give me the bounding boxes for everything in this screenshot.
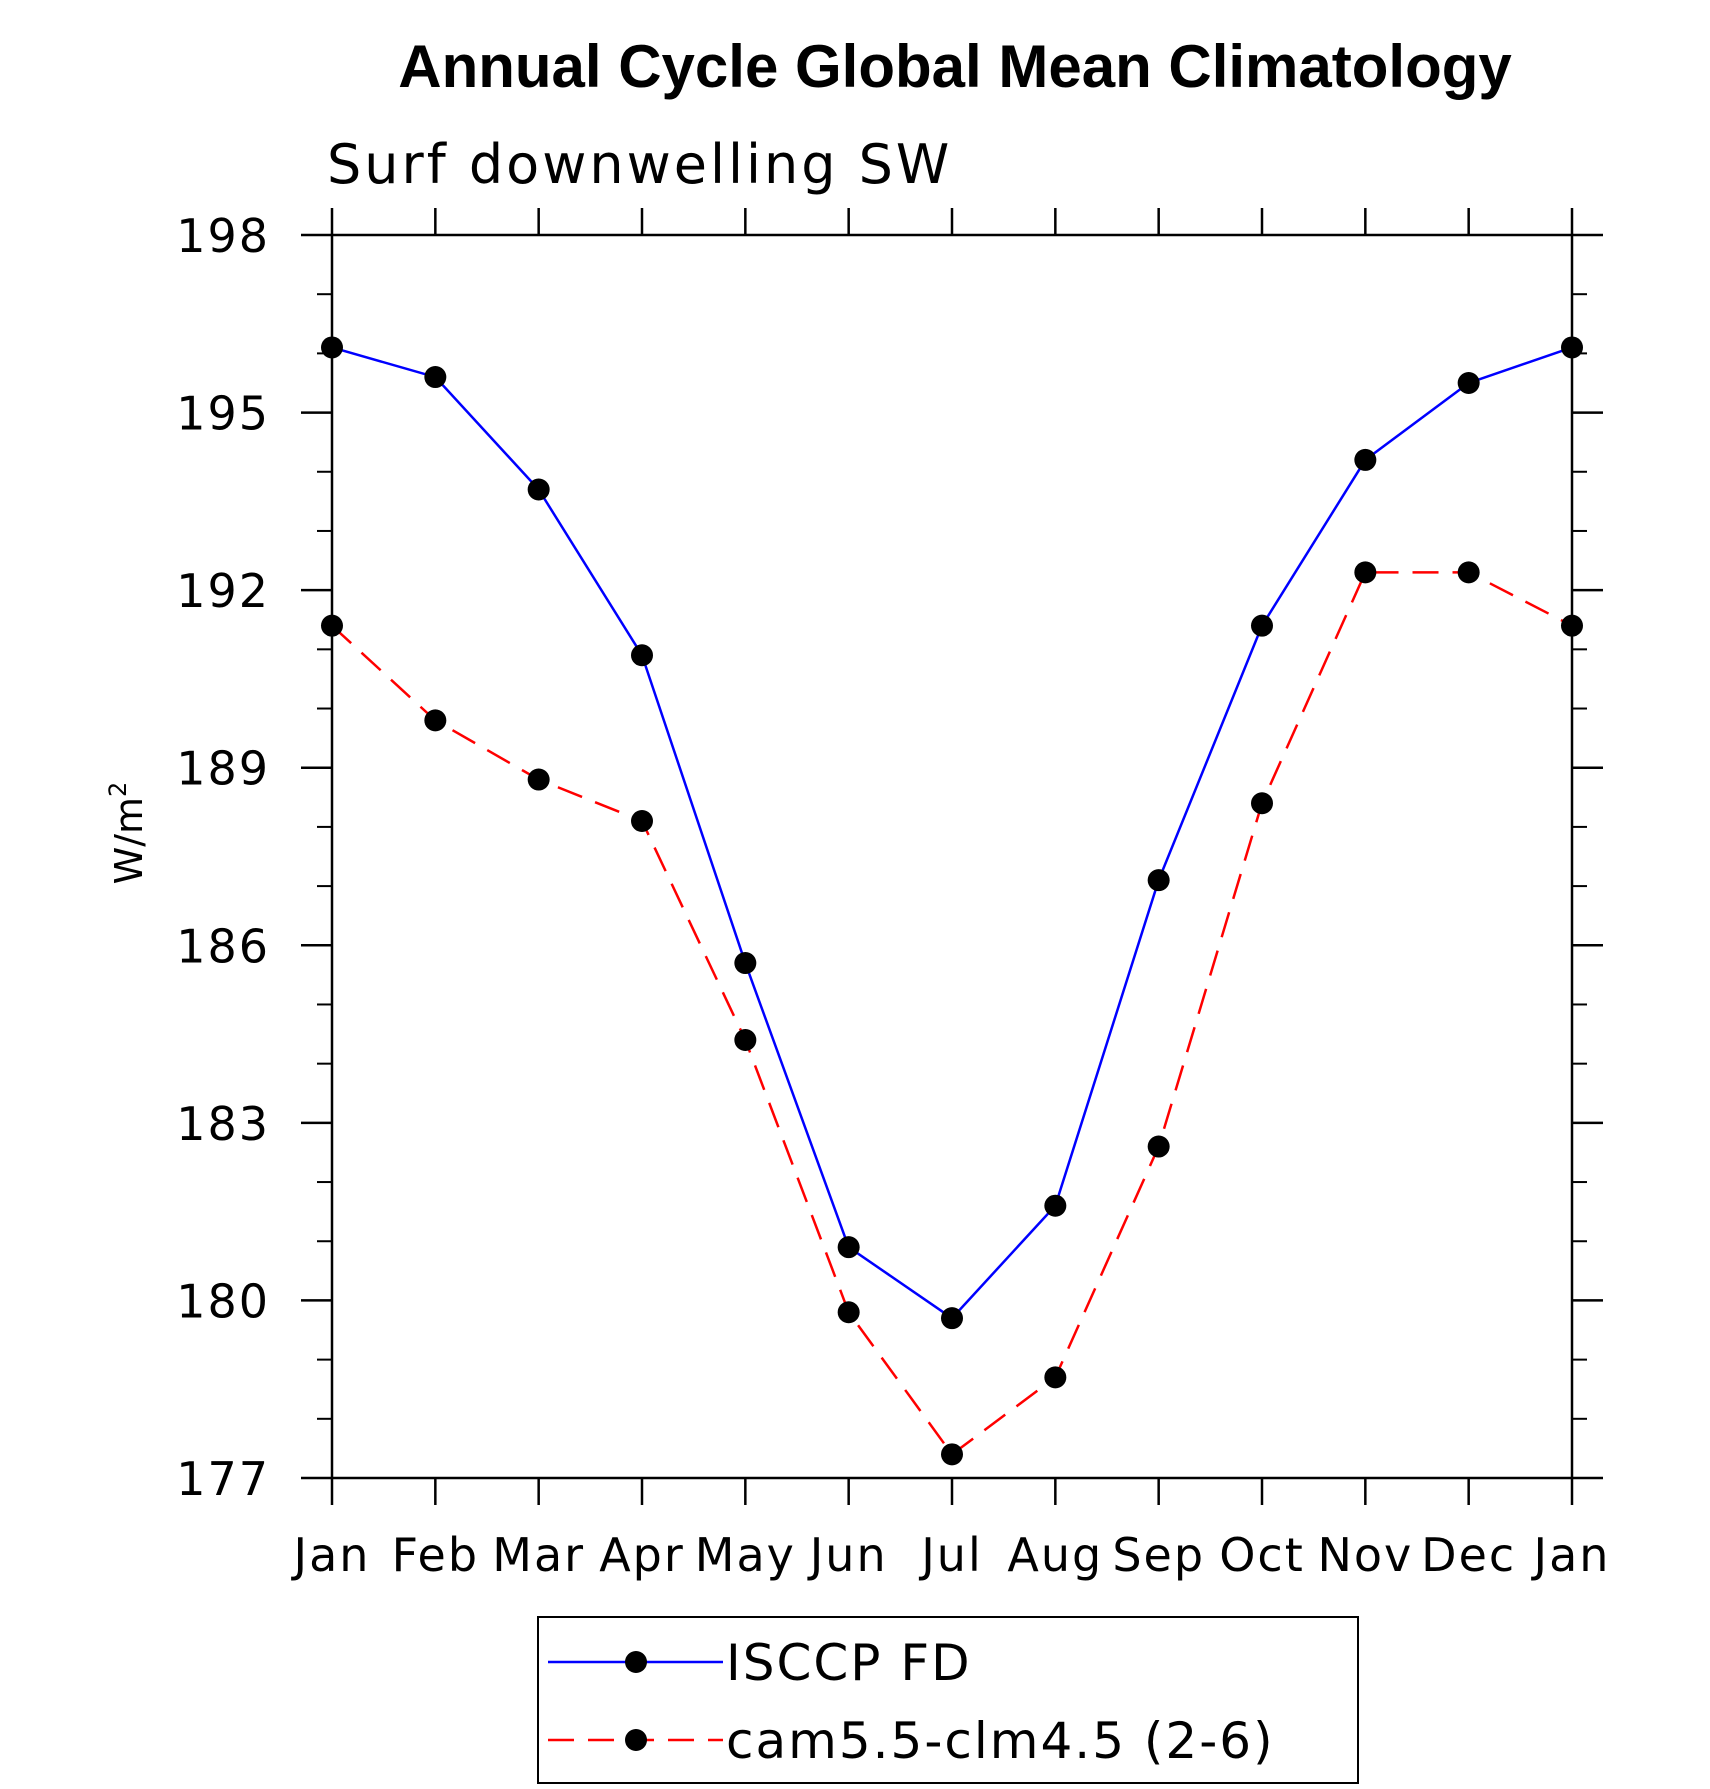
x-tick-label: Feb — [392, 1528, 479, 1582]
series-1-point — [631, 809, 653, 832]
y-tick-label: 183 — [176, 1097, 270, 1151]
x-tick-label: Jan — [1531, 1528, 1611, 1582]
svg-text:W/m2: W/m2 — [104, 782, 151, 885]
legend-box — [537, 1616, 1359, 1784]
legend-marker-isccp — [625, 1651, 647, 1673]
series-1-point — [941, 1443, 963, 1466]
series-0-point — [837, 1236, 860, 1259]
x-tick-label: Sep — [1112, 1528, 1205, 1582]
y-axis-label-text: W/m — [107, 797, 151, 884]
legend: ISCCP FD cam5.5-clm4.5 (2-6) — [537, 1616, 1359, 1784]
series-0-point — [1561, 336, 1583, 359]
chart-subtitle: Surf downwelling SW — [327, 133, 952, 196]
series-1-point — [1354, 561, 1377, 584]
series-0-point — [527, 478, 550, 501]
y-tick-label: 189 — [176, 742, 270, 796]
series-0-point — [734, 952, 757, 975]
y-axis-label-superscript: 2 — [104, 782, 132, 797]
y-tick-label: 192 — [176, 564, 270, 618]
y-tick-label: 186 — [176, 919, 270, 973]
x-tick-label: May — [695, 1528, 796, 1582]
y-tick-label: 177 — [176, 1452, 270, 1506]
series-0-point — [1457, 371, 1480, 394]
y-tick-label: 195 — [176, 387, 270, 441]
series-1-point — [1147, 1135, 1170, 1158]
legend-marker-cam — [625, 1729, 647, 1751]
axes-layer: Jan Feb Mar Apr May Jun Jul Aug Sep Oct Nov Dec Jan 1… — [176, 208, 1611, 1582]
x-tick-label: Apr — [599, 1528, 685, 1582]
series-line-0 — [331, 346, 1573, 1320]
y-axis-label: W/m2 — [104, 782, 151, 885]
plot-frame — [330, 233, 1574, 1480]
series-1-point — [837, 1301, 860, 1324]
series-1-point — [527, 768, 550, 791]
y-tick-label: 198 — [176, 209, 270, 263]
x-tick-label: Jul — [918, 1528, 983, 1582]
series-1-point — [424, 709, 447, 732]
series-0-point — [1044, 1194, 1067, 1217]
legend-label-isccp: ISCCP FD — [726, 1634, 972, 1692]
series-1-point — [321, 614, 343, 637]
series-layer — [321, 336, 1583, 1466]
series-0-point — [321, 336, 343, 359]
x-tick-label: Aug — [1007, 1528, 1103, 1582]
series-0-point — [941, 1307, 963, 1330]
series-1-point — [1251, 792, 1273, 815]
x-tick-label: Jan — [291, 1528, 371, 1582]
x-tick-label: Dec — [1421, 1528, 1516, 1582]
x-tick-label: Jun — [807, 1528, 888, 1582]
series-1-point — [734, 1028, 757, 1051]
series-1-point — [1044, 1366, 1067, 1389]
legend-label-cam: cam5.5-clm4.5 (2-6) — [726, 1712, 1275, 1770]
series-0-point — [1354, 448, 1377, 471]
x-tick-label: Nov — [1317, 1528, 1413, 1582]
x-tick-label: Mar — [492, 1528, 585, 1582]
series-0-point — [1147, 869, 1170, 892]
series-0-point — [631, 644, 653, 667]
chart-title: Annual Cycle Global Mean Climatology — [398, 33, 1512, 100]
y-tick-label: 180 — [176, 1274, 270, 1328]
series-0-point — [424, 366, 447, 389]
series-0-point — [1251, 614, 1273, 637]
x-tick-label: Oct — [1219, 1528, 1305, 1582]
series-1-point — [1457, 561, 1480, 584]
series-1-point — [1561, 614, 1583, 637]
